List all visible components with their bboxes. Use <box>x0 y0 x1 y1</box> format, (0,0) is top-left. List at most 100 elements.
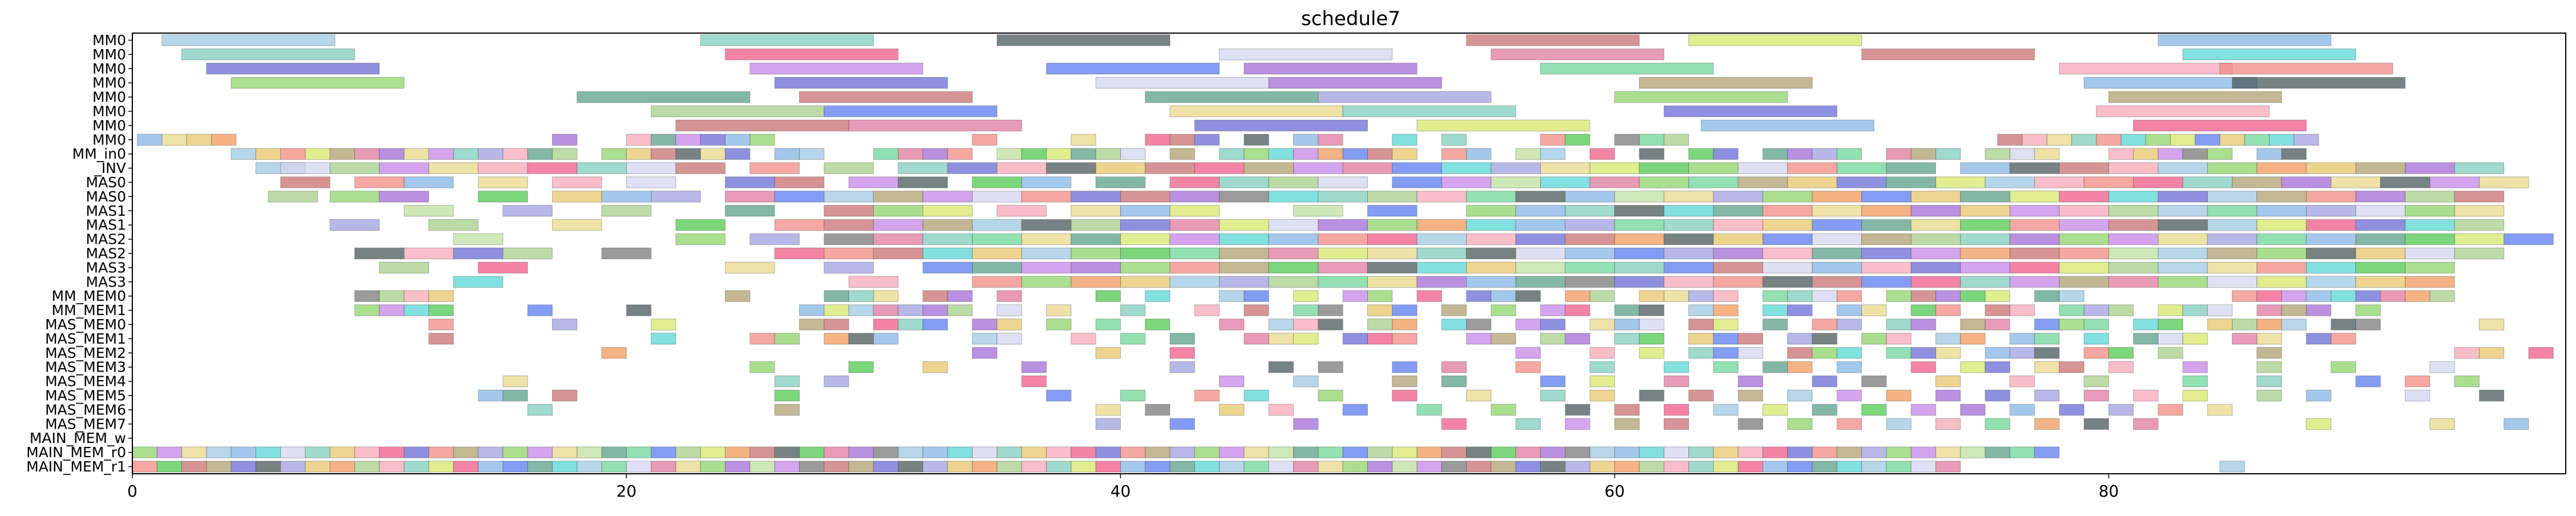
task-bar <box>1120 247 1170 260</box>
task-bar <box>1145 404 1170 416</box>
task-bar <box>453 446 479 458</box>
task-bar <box>1169 461 1195 473</box>
task-bar <box>1169 347 1195 359</box>
task-bar <box>1466 333 1492 345</box>
task-bar <box>873 290 899 302</box>
task-bar <box>1120 261 1170 274</box>
task-bar <box>1713 461 1739 473</box>
task-bar <box>1169 361 1195 373</box>
task-bar <box>898 162 948 174</box>
task-bar <box>1614 261 1664 274</box>
task-bar <box>1490 333 1516 345</box>
task-bar <box>1812 319 1837 330</box>
task-bar <box>922 148 948 160</box>
task-bar <box>2429 418 2455 430</box>
task-bar <box>2454 347 2480 359</box>
task-bar <box>2454 247 2505 260</box>
task-bar <box>1194 446 1220 458</box>
task-bar <box>922 446 948 458</box>
task-bar <box>1762 219 1813 231</box>
task-bar <box>1910 446 1937 458</box>
task-bar <box>898 148 924 160</box>
task-bar <box>1466 461 1492 473</box>
task-bar <box>1194 389 1220 402</box>
task-bar <box>1762 247 1813 260</box>
task-bar <box>403 205 454 217</box>
task-bar <box>2059 162 2109 174</box>
task-bar <box>774 404 800 416</box>
task-bar <box>997 162 1047 174</box>
task-bar <box>2096 134 2121 146</box>
task-bar <box>2207 191 2258 203</box>
task-bar <box>1441 461 1467 473</box>
task-bar <box>230 76 404 89</box>
task-bar <box>2380 290 2406 302</box>
task-bar <box>1120 191 1170 203</box>
task-bar <box>1169 446 1195 458</box>
task-bar <box>181 461 207 473</box>
task-bar <box>848 333 874 345</box>
task-bar <box>1614 404 1640 416</box>
task-bar <box>206 461 232 473</box>
task-bar <box>1120 148 1146 160</box>
task-bar <box>2108 191 2158 203</box>
task-bar <box>2108 261 2158 274</box>
task-bar <box>1318 91 1492 103</box>
task-bar <box>1688 148 1714 160</box>
task-bar <box>1169 105 1343 118</box>
task-bar <box>2157 347 2184 359</box>
task-bar <box>824 162 874 174</box>
task-bar <box>354 176 404 188</box>
task-bar <box>2010 162 2060 174</box>
task-bar <box>1589 461 1615 473</box>
task-bar <box>1713 276 1763 288</box>
task-bar <box>1787 176 1837 188</box>
task-bar <box>2257 375 2282 388</box>
task-bar <box>873 304 899 316</box>
task-bar <box>2084 347 2109 359</box>
task-bar <box>1219 233 1269 245</box>
task-bar <box>601 347 627 359</box>
task-bar <box>161 34 335 46</box>
task-bar <box>1861 446 1887 458</box>
task-bar <box>700 461 726 473</box>
task-bar <box>1713 261 1763 274</box>
task-bar <box>1194 162 1245 174</box>
task-bar <box>379 446 404 458</box>
task-bar <box>2257 319 2282 330</box>
task-bar <box>1984 389 2010 402</box>
task-bar <box>824 105 998 118</box>
task-bar <box>848 446 874 458</box>
task-bar <box>1293 375 1319 388</box>
task-bar <box>651 319 677 330</box>
task-bar <box>2405 261 2455 274</box>
task-bar <box>651 446 677 458</box>
task-bar <box>1219 461 1245 473</box>
task-bar <box>1169 134 1195 146</box>
task-bar <box>2207 261 2258 274</box>
task-bar <box>972 134 998 146</box>
task-bar <box>2207 233 2258 245</box>
task-bar <box>1639 389 1664 402</box>
task-bar <box>1639 446 1664 458</box>
task-bar <box>1441 361 1467 373</box>
task-bar <box>1713 233 1763 245</box>
task-bar <box>1367 446 1393 458</box>
task-bar <box>2084 304 2109 316</box>
task-bar <box>1960 205 2010 217</box>
task-bar <box>1046 319 1072 330</box>
task-bar <box>1589 290 1615 302</box>
task-bar <box>1861 375 1887 388</box>
task-bar <box>1836 319 1862 330</box>
task-bar <box>1935 176 1986 188</box>
task-bar <box>1639 76 1813 89</box>
task-bar <box>1466 219 1516 231</box>
task-bar <box>1910 290 1937 302</box>
task-bar <box>1194 119 1368 132</box>
task-bar <box>2084 76 2258 89</box>
task-bar <box>2182 389 2208 402</box>
task-bar <box>1861 333 1887 345</box>
task-bar <box>1787 148 1813 160</box>
task-bar <box>1466 389 1492 402</box>
task-bar <box>972 276 1022 288</box>
